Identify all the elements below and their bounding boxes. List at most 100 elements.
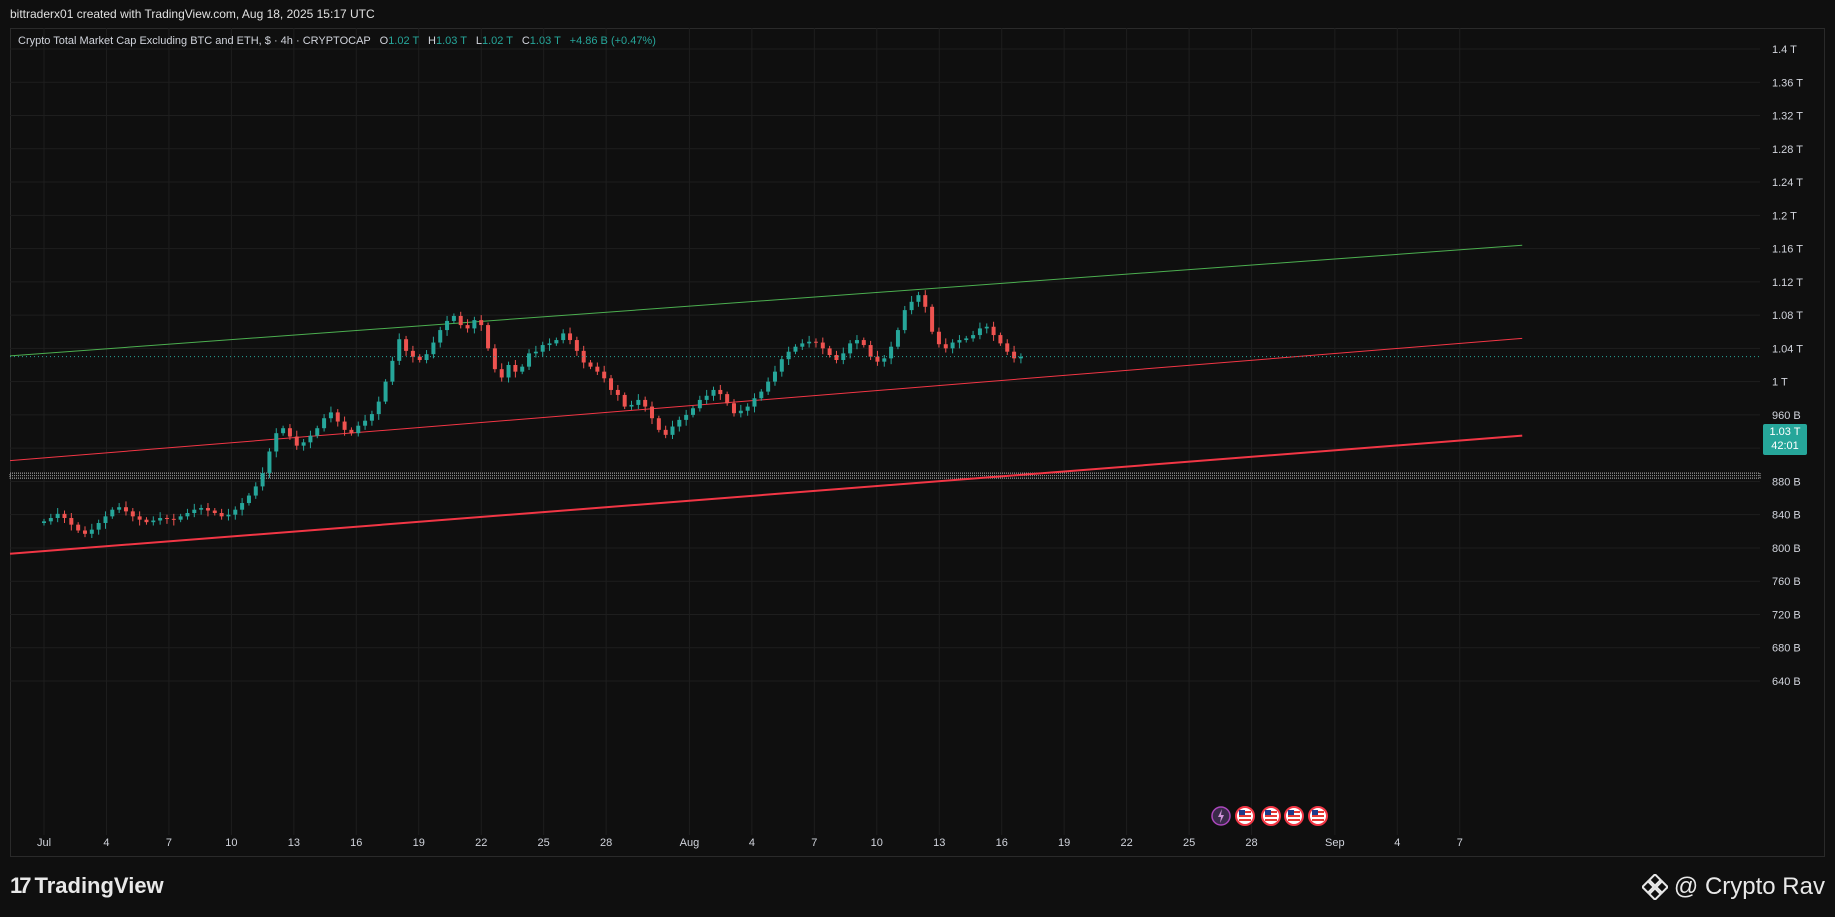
candle-up[interactable] — [561, 333, 566, 341]
candle-down[interactable] — [622, 394, 627, 407]
candle-up[interactable] — [89, 529, 94, 534]
candle-up[interactable] — [117, 507, 122, 510]
candle-down[interactable] — [294, 436, 299, 446]
candle-up[interactable] — [226, 514, 231, 517]
tradingview-logo[interactable]: 17 TradingView — [10, 873, 164, 899]
candle-up[interactable] — [363, 420, 368, 426]
candle-up[interactable] — [506, 365, 511, 378]
channel-lower-trendline[interactable] — [9, 434, 1523, 555]
candle-down[interactable] — [69, 518, 74, 525]
candle-up[interactable] — [711, 389, 716, 396]
candle-up[interactable] — [103, 516, 108, 523]
candle-down[interactable] — [943, 344, 948, 349]
candle-up[interactable] — [328, 412, 333, 419]
candle-up[interactable] — [451, 315, 456, 321]
candle-up[interactable] — [964, 338, 969, 341]
candle-up[interactable] — [1018, 356, 1023, 359]
candle-up[interactable] — [527, 353, 532, 367]
candle-down[interactable] — [164, 518, 169, 520]
candle-up[interactable] — [356, 425, 361, 434]
candle-up[interactable] — [704, 395, 709, 400]
candle-up[interactable] — [848, 343, 853, 354]
candle-up[interactable] — [246, 495, 251, 504]
candle-up[interactable] — [281, 428, 286, 434]
candle-up[interactable] — [841, 353, 846, 361]
candle-up[interactable] — [957, 340, 962, 343]
candle-down[interactable] — [513, 365, 518, 372]
candle-up[interactable] — [192, 509, 197, 514]
candle-down[interactable] — [342, 421, 347, 430]
us-flag-icon[interactable] — [1235, 806, 1255, 826]
candle-up[interactable] — [636, 399, 641, 405]
candle-up[interactable] — [554, 340, 559, 344]
candle-up[interactable] — [690, 408, 695, 415]
candle-up[interactable] — [882, 358, 887, 362]
candle-up[interactable] — [793, 346, 798, 352]
candle-down[interactable] — [62, 513, 67, 519]
candle-up[interactable] — [369, 414, 374, 421]
candle-down[interactable] — [486, 325, 491, 349]
candle-up[interactable] — [151, 520, 156, 523]
candle-up[interactable] — [397, 339, 402, 361]
candle-up[interactable] — [260, 473, 265, 487]
candle-up[interactable] — [431, 342, 436, 355]
candle-down[interactable] — [718, 389, 723, 395]
candle-down[interactable] — [998, 335, 1003, 344]
candle-up[interactable] — [677, 419, 682, 427]
candle-up[interactable] — [629, 404, 634, 407]
candle-up[interactable] — [308, 435, 313, 443]
candle-down[interactable] — [458, 315, 463, 326]
candle-down[interactable] — [923, 295, 928, 307]
candle-up[interactable] — [438, 330, 443, 343]
candle-up[interactable] — [786, 351, 791, 360]
candle-up[interactable] — [745, 406, 750, 411]
candle-up[interactable] — [376, 401, 381, 415]
candle-down[interactable] — [76, 524, 81, 531]
candle-up[interactable] — [390, 360, 395, 382]
candle-up[interactable] — [445, 320, 450, 331]
candle-up[interactable] — [759, 391, 764, 399]
candle-up[interactable] — [547, 343, 552, 346]
candle-up[interactable] — [800, 343, 805, 347]
candle-up[interactable] — [902, 310, 907, 331]
candle-down[interactable] — [936, 331, 941, 345]
candle-up[interactable] — [55, 513, 60, 519]
candle-down[interactable] — [581, 350, 586, 363]
candle-down[interactable] — [568, 333, 573, 341]
candle-up[interactable] — [158, 518, 163, 521]
candle-down[interactable] — [609, 378, 614, 390]
us-flag-icon[interactable] — [1261, 806, 1281, 826]
candle-down[interactable] — [820, 342, 825, 349]
candle-up[interactable] — [752, 398, 757, 407]
symbol-legend[interactable]: Crypto Total Market Cap Excluding BTC an… — [18, 35, 656, 47]
candle-down[interactable] — [663, 429, 668, 435]
candle-up[interactable] — [322, 418, 327, 429]
us-flag-icon[interactable] — [1284, 806, 1304, 826]
candle-down[interactable] — [1005, 343, 1010, 352]
candle-down[interactable] — [479, 320, 484, 326]
candle-down[interactable] — [137, 516, 142, 520]
candle-down[interactable] — [144, 519, 149, 523]
candle-down[interactable] — [349, 429, 354, 434]
candle-up[interactable] — [240, 503, 245, 510]
candle-down[interactable] — [171, 518, 176, 520]
candle-down[interactable] — [615, 389, 620, 395]
candle-up[interactable] — [807, 341, 812, 344]
candle-down[interactable] — [827, 348, 832, 356]
candle-up[interactable] — [738, 410, 743, 414]
candle-up[interactable] — [253, 486, 258, 496]
candle-up[interactable] — [301, 442, 306, 446]
candle-up[interactable] — [42, 521, 46, 523]
candle-down[interactable] — [930, 306, 935, 332]
candle-up[interactable] — [916, 295, 921, 302]
candle-up[interactable] — [96, 523, 101, 530]
us-flag-icon[interactable] — [1308, 806, 1328, 826]
candle-up[interactable] — [533, 351, 538, 354]
candle-down[interactable] — [130, 511, 135, 517]
candle-down[interactable] — [499, 369, 504, 378]
candle-up[interactable] — [472, 320, 477, 329]
candle-down[interactable] — [1012, 351, 1017, 359]
candle-down[interactable] — [861, 340, 866, 346]
candle-down[interactable] — [602, 371, 607, 379]
